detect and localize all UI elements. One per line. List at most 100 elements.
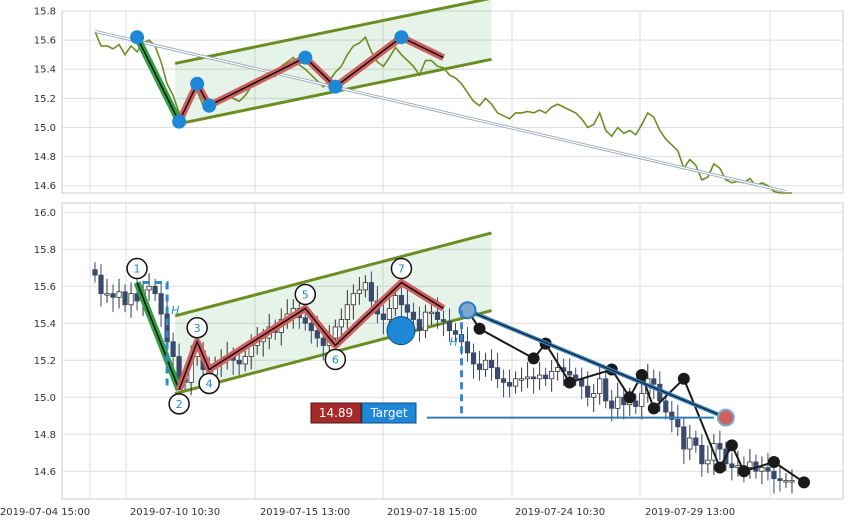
candlestick-panel: 14.6 14.8 15.0 15.2 15.4 15.6 15.8 16.0 2019-07-… [0,202,844,518]
trend-arrow-core [94,30,787,193]
candle-body [663,400,669,413]
candle-body [681,426,687,450]
y-tick-label: 15.2 [34,356,56,367]
candle-body [591,393,597,398]
swing-pivot-dot [647,402,660,415]
candle-body [344,304,350,320]
candle-body [525,376,531,380]
candle-body [440,319,447,322]
channel-fill [175,232,492,394]
channel-fill [175,0,492,125]
y-tick-label: 14.6 [34,467,56,478]
candle-body [356,289,362,295]
candle-body [597,378,603,394]
candle-body [771,470,777,480]
height-marker-h: H [450,335,458,348]
candle-body [368,282,374,302]
candle-body [669,411,675,420]
candle-body [543,374,549,380]
target-box [361,402,417,424]
candle-body [416,319,423,332]
target-price-box [310,402,362,424]
candle-body [555,367,561,372]
swing-pivot-dot [473,322,486,335]
candle-body [350,293,356,306]
candle-body [506,382,513,387]
swing-pivot-dot [623,391,636,404]
swing-pivot-dot [725,439,738,452]
candle-body [687,437,693,450]
y-tick-label: 15.8 [34,245,56,256]
candle-body [747,461,753,468]
candle-body [236,359,242,365]
candle-body [789,480,795,483]
candle-body [404,304,411,313]
y-tick-label: 15.2 [34,94,56,105]
flagpole-core [136,36,180,122]
x-tick-label: 2019-07-29 13:00 [645,507,735,518]
candle-body [693,437,699,446]
candle-body [476,363,483,370]
candle-body [314,330,320,339]
pivot-label-circle [324,348,347,371]
pivot-label-circle [198,372,220,395]
candle-body [410,311,417,320]
candle-body [242,356,248,365]
target-projection-core [467,309,727,419]
y-tick-label: 15.4 [34,319,56,330]
candle-body [152,285,158,295]
pivot-label: 5 [302,288,309,301]
entry-dot [458,301,477,320]
top-price-panel: 14.6 14.8 15.0 15.2 15.4 15.6 15.8 [34,0,844,194]
swing-pivot-dot [635,369,648,382]
candle-body [308,322,314,332]
candle-body [512,378,519,387]
candle-body [518,378,525,381]
candle-body [122,291,128,306]
candle-body [500,378,507,383]
candle-body [332,326,338,339]
pivot-label: 7 [398,263,405,276]
candle-body [338,319,344,328]
y-tick-label: 14.6 [34,181,56,192]
candle-body [158,293,164,315]
candle-body [615,396,621,409]
candle-body [651,378,657,385]
y-tick-label: 15.6 [34,282,56,293]
candle-body [392,295,399,309]
candle-body [482,359,489,370]
candle-body [549,370,555,380]
pivot-dot [328,79,343,94]
candle-body [464,341,471,354]
flagpole-measure-dashed [143,281,169,390]
candle-body [320,337,326,346]
candle-body [434,311,441,320]
x-tick-label: 2019-07-15 13:00 [260,507,350,518]
y-tick-label: 15.6 [34,36,56,47]
y-tick-label: 15.0 [34,123,56,134]
candle-body [92,269,98,276]
candle-body [362,282,368,291]
target-dot [716,408,735,427]
candle-body [567,370,573,376]
candle-body [639,393,645,407]
channel-upper-line [174,231,492,318]
swing-pivot-dot [563,376,576,389]
candle-body [585,385,591,398]
sell-marker-label: 卖1 [392,325,410,338]
swing-pivot-dot [527,352,540,365]
pivot-dot [130,30,145,45]
pivot-label-circle [294,283,317,306]
candle-body [176,356,182,380]
candle-body [116,291,122,298]
zigzag-core [178,281,444,391]
pivot-label-circle [186,317,208,339]
candle-body [110,293,116,298]
candle-body [699,444,705,465]
candle-body [705,459,711,465]
swing-pivot-dot [737,465,750,478]
candle-body [609,400,615,409]
candle-body [729,463,735,468]
pivot-label: 2 [176,398,183,411]
x-tick-label: 2019-07-24 10:30 [515,507,605,518]
